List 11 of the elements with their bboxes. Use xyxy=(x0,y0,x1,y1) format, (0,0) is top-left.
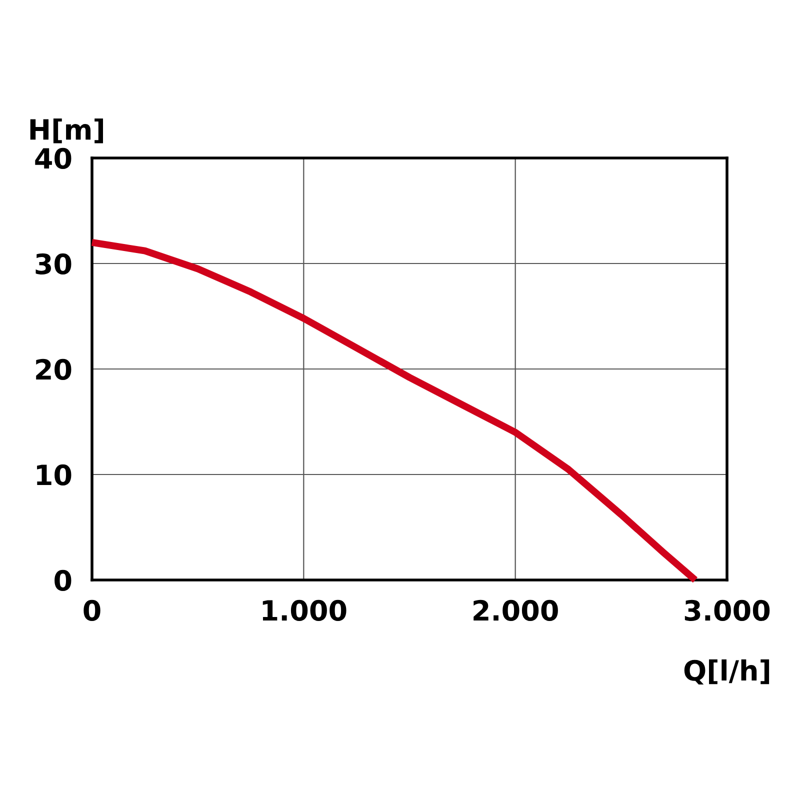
x-tick-label: 1.000 xyxy=(262,600,346,621)
x-tick-label: 3.000 xyxy=(684,600,770,621)
y-tick-label: 0 xyxy=(54,570,72,591)
x-axis-title: Q[l/h] xyxy=(684,659,770,685)
x-tick-label: 0 xyxy=(84,600,100,621)
y-tick-label: 40 xyxy=(35,148,72,169)
y-tick-label: 30 xyxy=(36,253,72,274)
y-axis-title: H[m] xyxy=(30,118,104,144)
y-tick-label: 20 xyxy=(36,358,72,380)
y-tick-label: 10 xyxy=(37,464,72,486)
x-tick-label: 2.000 xyxy=(474,600,558,621)
